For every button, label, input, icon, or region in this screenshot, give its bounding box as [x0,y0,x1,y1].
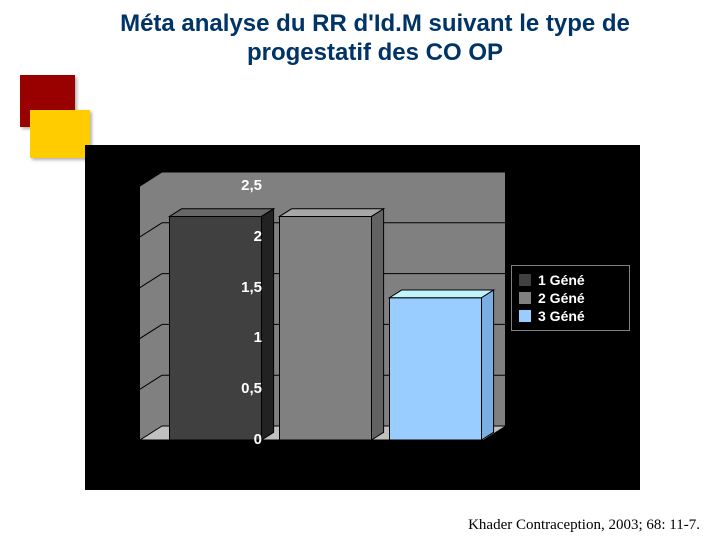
legend-swatch [518,309,532,323]
legend-label: 2 Géné [538,290,585,306]
y-tick-label: 2 [212,228,262,245]
slide: Méta analyse du RR d'Id.M suivant le typ… [0,0,720,540]
deco-yellow-square [30,110,90,158]
y-tick-label: 2,5 [212,177,262,194]
legend-swatch [518,291,532,305]
y-tick-label: 0 [212,431,262,448]
citation-text: Khader Contraception, 2003; 68: 11-7. [468,517,700,534]
legend-item: 1 Géné [518,272,623,288]
legend-swatch [518,273,532,287]
chart-legend: 1 Géné 2 Géné 3 Géné [511,265,630,331]
legend-item: 3 Géné [518,308,623,324]
slide-title: Méta analyse du RR d'Id.M suivant le typ… [95,10,655,68]
y-tick-label: 1,5 [212,279,262,296]
bar-chart-svg [140,160,510,460]
y-tick-label: 0,5 [212,380,262,397]
chart-plot [140,160,510,460]
legend-item: 2 Géné [518,290,623,306]
y-tick-label: 1 [212,329,262,346]
legend-label: 1 Géné [538,272,585,288]
legend-label: 3 Géné [538,308,585,324]
chart-area: 0 0,5 1 1,5 2 2,5 1 Géné 2 Géné 3 Géné [85,145,640,490]
